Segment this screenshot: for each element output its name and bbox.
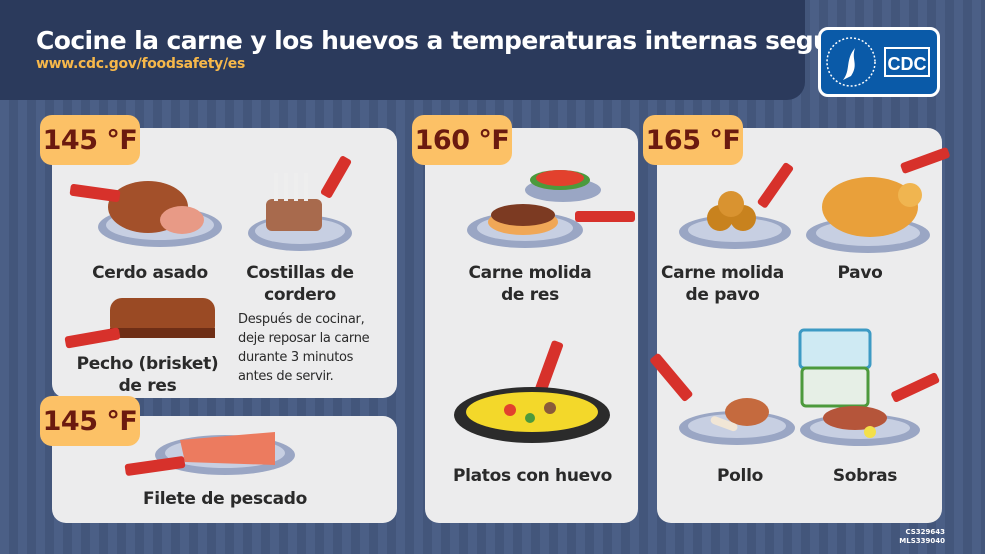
item-label-line: de pavo	[685, 285, 760, 305]
item-label-line: de res	[501, 285, 559, 305]
hhs-eagle-icon: CDC	[826, 37, 930, 87]
item-label: Carne molida de res	[440, 262, 620, 306]
chicken-leg-icon	[650, 353, 795, 445]
item-label: Platos con huevo	[452, 466, 613, 486]
turkey-meatballs-icon	[679, 162, 794, 249]
temperature-badge: 145 °F	[40, 115, 140, 165]
note-line: durante 3 minutos	[238, 350, 354, 365]
logo-text: CDC	[888, 54, 927, 74]
item-label-line: de res	[118, 376, 177, 396]
roast-turkey-icon	[806, 147, 950, 253]
code-line: CS329643	[905, 528, 945, 536]
item-label: Costillas de cordero	[230, 262, 370, 306]
item-label-line: Carne molida	[468, 263, 592, 283]
temperature-badge: 160 °F	[412, 115, 512, 165]
item-label: Pollo	[717, 466, 763, 486]
item-label: Cerdo asado	[92, 263, 208, 283]
publication-codes: CS329643 MLS339040	[899, 528, 945, 546]
burger-icon	[467, 170, 635, 248]
leftovers-icon	[798, 328, 940, 446]
cdc-logo: CDC	[818, 27, 940, 97]
note-line: deje reposar la carne	[238, 331, 370, 346]
lamb-ribs-icon	[248, 156, 352, 251]
brisket-icon	[64, 298, 215, 349]
item-label: Pavo	[837, 263, 883, 283]
egg-dish-icon	[454, 340, 610, 443]
temperature-badge: 145 °F	[40, 396, 140, 446]
resting-note: Después de cocinar, deje reposar la carn…	[238, 310, 370, 386]
item-label-line: cordero	[264, 285, 336, 305]
item-label: Carne molida de pavo	[660, 262, 785, 306]
item-label: Filete de pescado	[142, 489, 308, 509]
item-label-line: Pecho (brisket)	[76, 354, 219, 374]
item-label: Sobras	[832, 466, 898, 486]
code-line: MLS339040	[899, 537, 945, 545]
item-label-line: Carne molida	[661, 263, 784, 283]
header-banner	[0, 0, 805, 100]
fish-fillet-icon	[124, 432, 295, 476]
url-link[interactable]: www.cdc.gov/foodsafety/es	[36, 56, 246, 72]
temperature-badge: 165 °F	[643, 115, 743, 165]
note-line: Después de cocinar,	[238, 312, 365, 327]
item-label-line: Costillas de	[246, 263, 354, 283]
page-title: Cocine la carne y los huevos a temperatu…	[36, 26, 873, 55]
note-line: antes de servir.	[238, 369, 334, 384]
item-label: Pecho (brisket) de res	[70, 353, 225, 397]
roast-pork-icon	[69, 181, 222, 247]
